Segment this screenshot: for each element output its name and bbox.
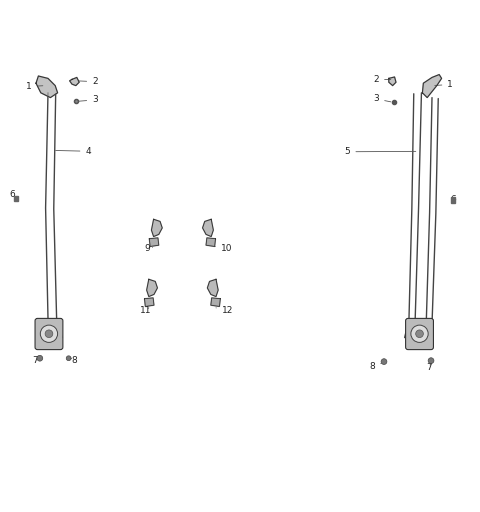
Text: 4: 4 — [56, 147, 91, 156]
Polygon shape — [147, 279, 157, 296]
Text: 8: 8 — [71, 355, 77, 365]
Polygon shape — [206, 238, 216, 246]
Text: 8: 8 — [370, 362, 381, 371]
Text: 12: 12 — [216, 306, 233, 315]
FancyBboxPatch shape — [35, 318, 63, 350]
Circle shape — [37, 355, 43, 361]
Bar — [14, 196, 18, 201]
Text: 1: 1 — [26, 82, 43, 91]
Text: 3: 3 — [373, 94, 391, 103]
Text: 3: 3 — [79, 95, 98, 104]
Text: 2: 2 — [373, 75, 391, 84]
Polygon shape — [203, 219, 213, 237]
Text: 9: 9 — [144, 244, 153, 253]
Polygon shape — [152, 219, 162, 237]
FancyBboxPatch shape — [406, 318, 433, 350]
Polygon shape — [207, 279, 218, 296]
Circle shape — [428, 358, 434, 364]
Circle shape — [411, 325, 428, 343]
Circle shape — [381, 359, 387, 365]
Bar — [451, 198, 455, 203]
Polygon shape — [211, 298, 220, 307]
Circle shape — [66, 356, 71, 360]
Text: 6: 6 — [10, 190, 18, 200]
Text: 6: 6 — [450, 195, 456, 204]
Polygon shape — [144, 298, 154, 307]
Text: 1: 1 — [435, 80, 453, 89]
Text: 7: 7 — [426, 362, 432, 372]
Text: 2: 2 — [79, 77, 98, 86]
Text: 5: 5 — [345, 147, 416, 156]
Circle shape — [40, 325, 58, 343]
Text: 11: 11 — [140, 306, 152, 315]
Polygon shape — [149, 238, 159, 246]
Text: 10: 10 — [215, 244, 232, 253]
Circle shape — [416, 330, 423, 337]
Polygon shape — [389, 77, 396, 86]
Polygon shape — [422, 75, 442, 98]
Polygon shape — [36, 76, 58, 98]
Text: 7: 7 — [33, 355, 40, 365]
Polygon shape — [70, 77, 79, 86]
Circle shape — [45, 330, 53, 337]
